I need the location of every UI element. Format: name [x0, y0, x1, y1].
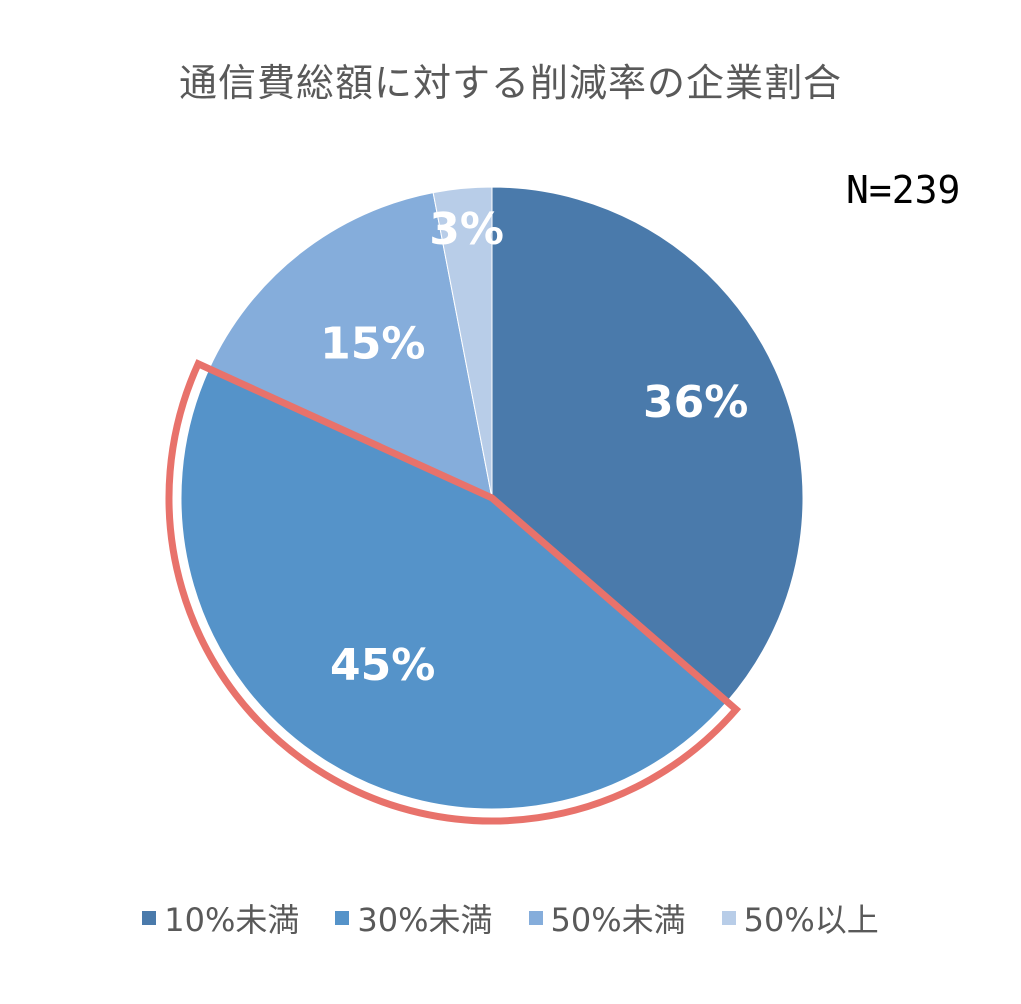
legend-item-lt50: 50%未満: [528, 895, 686, 941]
slice-label: 3%: [429, 204, 504, 255]
legend-swatch: [142, 911, 157, 925]
legend: 10%未満 30%未満 50%未満 50%以上: [0, 895, 1021, 941]
slice-lt30: [180, 368, 728, 810]
slice-label: 45%: [330, 640, 435, 691]
legend-item-lt10: 10%未満: [142, 895, 299, 941]
legend-item-lt30: 30%未満: [335, 895, 493, 941]
highlight-outline: [165, 359, 742, 825]
legend-label: 30%未満: [357, 901, 493, 939]
legend-item-ge50: 50%以上: [721, 895, 879, 941]
slice-lt10: [491, 186, 804, 703]
slice-lt50: [208, 192, 493, 499]
chart-title: 通信費総額に対する削減率の企業割合: [178, 61, 842, 105]
legend-swatch: [721, 911, 736, 925]
legend-label: 50%以上: [743, 901, 879, 939]
legend-swatch: [335, 911, 350, 925]
pie-chart: 36% 45% 15% 3%: [165, 186, 804, 825]
sample-size-annotation: N=239: [846, 168, 961, 212]
legend-label: 50%未満: [550, 901, 686, 939]
legend-label: 10%未満: [164, 901, 300, 939]
slice-label: 36%: [643, 377, 748, 428]
legend-swatch: [528, 911, 543, 925]
slice-ge50: [432, 186, 493, 499]
slice-label: 15%: [320, 318, 425, 369]
